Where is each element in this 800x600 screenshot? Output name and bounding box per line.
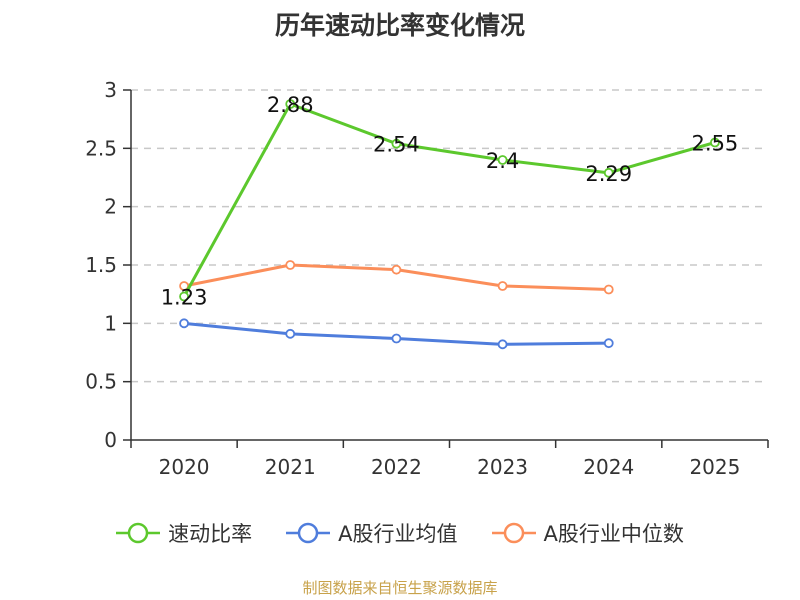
x-tick-label: 2022: [371, 455, 422, 479]
legend-line-circle-icon: [286, 522, 331, 544]
chart-title: 历年速动比率变化情况: [274, 11, 525, 40]
y-tick-label: 0.5: [85, 370, 117, 394]
data-label: 2.54: [373, 133, 420, 157]
y-tick-label: 3: [104, 78, 117, 102]
data-source-note: 制图数据来自恒生聚源数据库: [302, 579, 498, 597]
x-tick-label: 2023: [477, 455, 528, 479]
legend-item[interactable]: A股行业均值: [286, 518, 458, 548]
data-point: [285, 260, 296, 270]
y-tick-label: 1.5: [85, 253, 117, 277]
x-tick-label: 2021: [265, 455, 316, 479]
legend-item[interactable]: A股行业中位数: [491, 518, 684, 548]
y-tick-label: 0: [104, 428, 117, 452]
legend-line-circle-icon: [116, 522, 161, 544]
data-point: [391, 333, 402, 344]
legend-line-circle-icon: [491, 522, 536, 544]
y-tick-label: 2: [104, 195, 117, 219]
data-point: [603, 167, 614, 178]
legend-label: A股行业均值: [338, 522, 458, 546]
x-tick-label: 2020: [159, 455, 210, 479]
legend-label: 速动比率: [168, 522, 253, 546]
legend-item[interactable]: 速动比率: [116, 518, 252, 548]
data-point: [391, 138, 402, 149]
legend-label: A股行业中位数: [543, 522, 684, 546]
data-point: [285, 99, 296, 109]
series-line: [182, 102, 717, 298]
data-point: [497, 339, 508, 350]
data-point: [603, 284, 614, 295]
data-label: 2.4: [486, 149, 519, 173]
data-point: [285, 328, 296, 339]
y-tick-label: 1: [104, 311, 117, 335]
chart-legend: 速动比率 A股行业均值 A股行业中位数: [0, 518, 800, 548]
data-point: [710, 137, 720, 148]
data-label: 1.23: [161, 286, 208, 310]
data-point: [179, 318, 189, 329]
x-tick-label: 2024: [583, 455, 634, 479]
data-point: [391, 264, 402, 275]
data-point: [603, 338, 614, 349]
data-point: [497, 155, 508, 165]
y-tick-label: 2.5: [85, 136, 117, 160]
data-label: 2.88: [267, 93, 314, 117]
data-point: [497, 281, 508, 291]
data-label: 2.29: [585, 162, 632, 186]
x-tick-label: 2025: [689, 455, 740, 479]
data-point: [179, 281, 189, 291]
data-label: 2.55: [692, 132, 739, 156]
data-point: [179, 291, 189, 302]
